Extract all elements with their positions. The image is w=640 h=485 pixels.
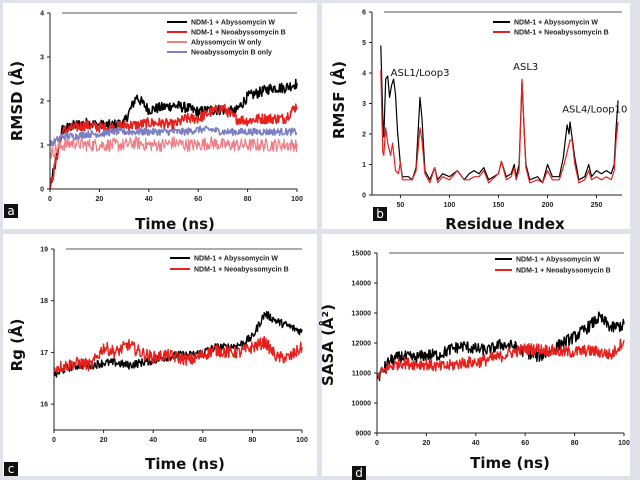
- panel-b-bg: [322, 3, 630, 229]
- x-tick-label: 40: [149, 437, 157, 444]
- x-tick-label: 80: [571, 440, 579, 447]
- x-tick-label: 40: [145, 196, 153, 203]
- x-tick-label: 250: [591, 202, 603, 209]
- panel-label: c: [8, 462, 15, 476]
- series-line-0: [53, 310, 303, 378]
- panel-label: b: [376, 207, 384, 221]
- x-tick-label: 20: [423, 440, 431, 447]
- x-tick-label: 0: [375, 440, 379, 447]
- x-tick-label: 0: [52, 437, 56, 444]
- x-tick-label: 200: [542, 202, 554, 209]
- x-axis-title: Time (ns): [135, 215, 215, 233]
- y-axis-title: RMSF (Å): [329, 61, 348, 139]
- y-tick-label: 15000: [352, 251, 372, 258]
- x-tick-label: 100: [444, 202, 456, 209]
- legend-label: NDM-1 + Neoabyssomycin B: [514, 30, 609, 37]
- x-tick-label: 40: [472, 440, 480, 447]
- y-tick-label: 12000: [352, 341, 372, 348]
- y-tick-label: 4: [40, 11, 44, 18]
- x-tick-label: 60: [521, 440, 529, 447]
- legend-label: NDM-1 + Abyssomycin W: [191, 20, 275, 27]
- panel-label: a: [7, 204, 14, 218]
- x-tick-label: 60: [194, 196, 202, 203]
- y-tick-label: 0: [362, 193, 366, 200]
- panel-label-box: [352, 466, 366, 480]
- series-line-1: [53, 336, 303, 374]
- x-axis-title: Time (ns): [470, 454, 550, 472]
- annotation-label: ASL3: [513, 62, 538, 73]
- series-line-1: [380, 69, 619, 184]
- series-line-3: [49, 125, 298, 147]
- y-tick-label: 4: [362, 71, 366, 78]
- y-axis-title: Rg (Å): [7, 319, 26, 372]
- y-tick-label: 9000: [355, 431, 371, 438]
- x-tick-label: 20: [100, 437, 108, 444]
- series-line-1: [376, 338, 625, 379]
- series-line-2: [49, 136, 298, 159]
- y-axis-title: RMSD (Å): [7, 61, 26, 141]
- y-tick-label: 6: [362, 10, 366, 17]
- annotation-label: ASL1/Loop3: [391, 68, 450, 79]
- panel-label-box: [4, 204, 18, 218]
- legend-label: NDM-1 + Abyssomycin W: [516, 257, 600, 264]
- y-tick-label: 17: [40, 350, 48, 357]
- y-tick-label: 11000: [352, 371, 371, 378]
- x-axis-title: Time (ns): [145, 455, 225, 473]
- y-tick-label: 2: [40, 99, 44, 106]
- x-tick-label: 80: [244, 196, 252, 203]
- annotation-label: ASL4/Loop10: [562, 105, 627, 116]
- x-tick-label: 50: [397, 202, 405, 209]
- y-tick-label: 10000: [352, 401, 372, 408]
- chart-panel-d: 0 20 40 60 80 100 9000 10000 11000 12000 13000 1400…: [318, 251, 630, 480]
- panel-label-box: [373, 207, 387, 221]
- panel-label: d: [355, 466, 363, 480]
- chart-panel-a: 0 20 40 60 80 100 0 1 2 3 4 NDM-1 + Abyssomycin W ND…: [4, 11, 303, 233]
- x-tick-label: 100: [618, 440, 630, 447]
- x-tick-label: 150: [493, 202, 505, 209]
- y-tick-label: 3: [40, 55, 44, 62]
- x-tick-label: 20: [96, 196, 104, 203]
- panel-label-box: [4, 462, 18, 476]
- legend-label: Neoabyssomycin B only: [191, 50, 272, 57]
- x-tick-label: 100: [296, 437, 308, 444]
- legend-label: NDM-1 + Abyssomycin W: [194, 256, 278, 263]
- y-tick-label: 3: [362, 101, 366, 108]
- x-tick-label: 80: [249, 437, 257, 444]
- x-tick-label: 100: [291, 196, 303, 203]
- y-tick-label: 2: [362, 132, 366, 139]
- y-tick-label: 1: [40, 143, 44, 150]
- legend-label: NDM-1 + Neoabyssomycin B: [194, 267, 289, 274]
- y-tick-label: 5: [362, 40, 366, 47]
- y-tick-label: 1: [362, 162, 366, 169]
- legend-label: Abyssomycin W only: [191, 40, 262, 47]
- x-tick-label: 60: [199, 437, 207, 444]
- chart-panel-c: 0 20 40 60 80 100 16 17 18 19 NDM-1 + Abyssomycin …: [4, 247, 308, 476]
- y-axis-title: SASA (Å²): [318, 304, 337, 386]
- series-line-0: [376, 311, 625, 382]
- chart-panel-b: 50 100 150 200 250 0 1 2 3 4 5 6 NDM-1 + Abyssomycin…: [329, 10, 627, 234]
- y-tick-label: 16: [40, 402, 48, 409]
- series-line-1: [49, 103, 298, 190]
- y-tick-label: 0: [40, 187, 44, 194]
- legend-label: NDM-1 + Abyssomycin W: [514, 20, 598, 27]
- y-tick-label: 13000: [352, 311, 372, 318]
- x-axis-title: Residue Index: [445, 215, 565, 233]
- y-tick-label: 14000: [352, 281, 372, 288]
- legend-label: NDM-1 + Neoabyssomycin B: [191, 30, 286, 37]
- x-tick-label: 0: [48, 196, 52, 203]
- legend-label: NDM-1 + Neoabyssomycin B: [516, 268, 611, 275]
- y-tick-label: 18: [40, 298, 48, 305]
- y-tick-label: 19: [40, 247, 48, 254]
